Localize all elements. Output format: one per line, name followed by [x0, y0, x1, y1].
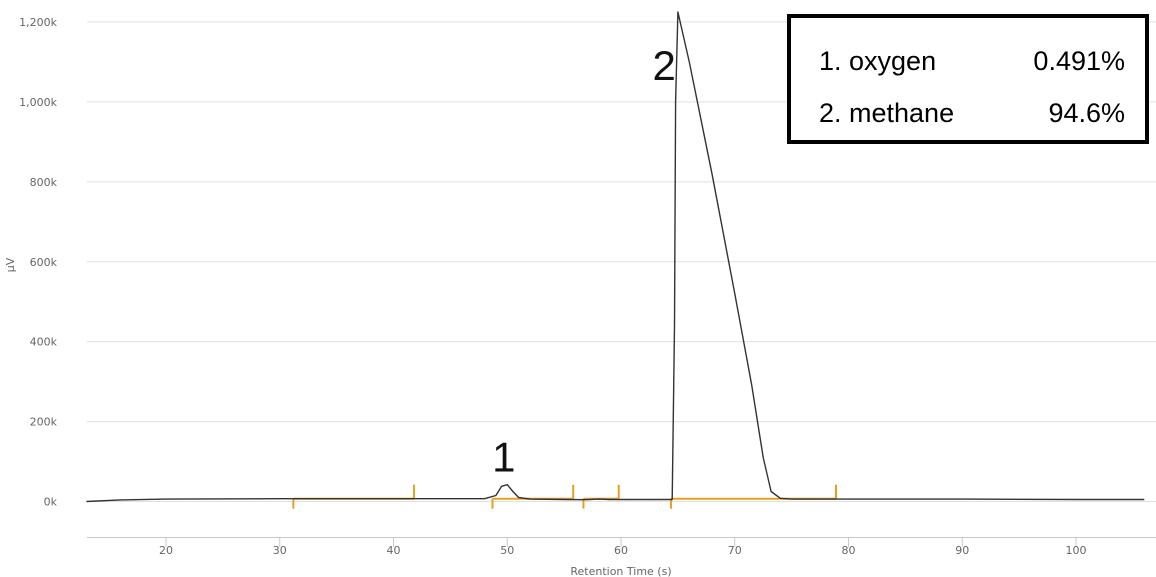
grid-layer — [87, 21, 1156, 502]
x-tick-label: 100 — [1066, 544, 1087, 557]
x-tick-label: 90 — [955, 544, 969, 557]
y-tick-label: 1,000k — [19, 96, 57, 109]
annotation-layer: 12 — [492, 42, 676, 481]
integration-layer — [292, 484, 837, 509]
x-tick-label: 60 — [614, 544, 628, 557]
legend-name: 1. oxygen — [819, 46, 937, 76]
x-tick-label: 30 — [273, 544, 287, 557]
x-axis-title: Retention Time (s) — [570, 565, 671, 577]
x-tick-label: 80 — [842, 544, 856, 557]
signal-layer — [86, 11, 1145, 503]
axis-layer: 0k 200k 400k 600k 800k 1,000k 1,200k 20 30 40 50 60… — [19, 16, 1156, 557]
x-tick-label: 40 — [387, 544, 401, 557]
y-tick-label: 1,200k — [19, 16, 57, 29]
y-tick-label: 400k — [30, 336, 58, 349]
legend-row-oxygen: 1. oxygen 0.491% — [819, 46, 1125, 82]
peak-label-1: 1 — [492, 434, 515, 481]
legend-name: 2. methane — [819, 98, 955, 128]
x-tick-label: 20 — [159, 544, 173, 557]
signal-trace-line — [86, 11, 1145, 503]
legend-value: 0.491% — [1033, 46, 1125, 76]
y-tick-label: 200k — [30, 416, 58, 429]
y-tick-label: 0k — [44, 496, 58, 509]
peak-table-legend: 1. oxygen 0.491% 2. methane 94.6% — [787, 14, 1149, 144]
legend-row-methane: 2. methane 94.6% — [819, 98, 1125, 134]
y-tick-label: 800k — [30, 176, 58, 189]
y-tick-label: 600k — [30, 256, 58, 269]
x-tick-label: 50 — [500, 544, 514, 557]
legend-value: 94.6% — [1048, 98, 1125, 128]
peak-label-2: 2 — [653, 42, 676, 89]
x-tick-label: 70 — [728, 544, 742, 557]
y-axis-title: µV — [4, 257, 17, 272]
